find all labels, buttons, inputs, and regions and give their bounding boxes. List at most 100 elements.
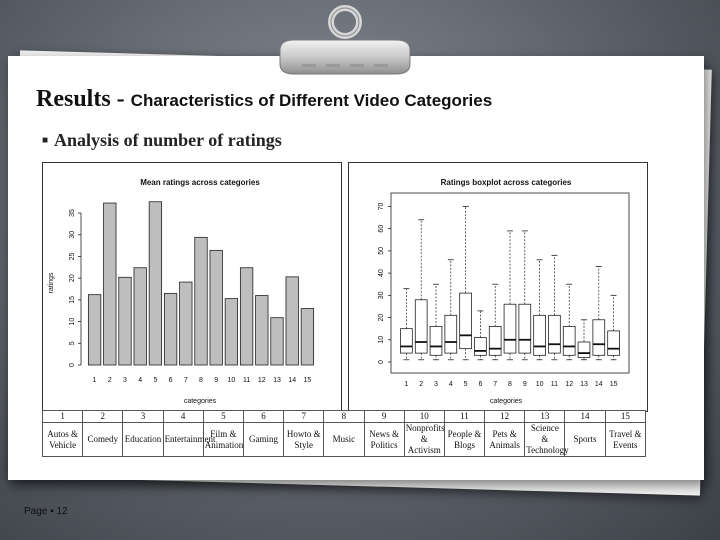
bar-1 xyxy=(87,294,102,366)
bar-x-tick-label: 13 xyxy=(273,377,281,384)
category-name-cell: Education xyxy=(122,422,164,457)
category-name-cell: Film & Animation xyxy=(202,422,244,457)
bar-10 xyxy=(224,298,239,366)
box-x-tick-label: 10 xyxy=(536,381,544,388)
category-number-cell: 10 xyxy=(403,410,445,423)
bar-6 xyxy=(163,292,178,366)
box-y-tick-label: 70 xyxy=(378,202,385,210)
footer-page-label: Page xyxy=(24,506,48,517)
category-number-cell: 15 xyxy=(604,410,647,423)
bar-y-tick-label: 10 xyxy=(69,318,76,326)
bar-x-tick-label: 10 xyxy=(228,377,236,384)
bar-chart-panel: Mean ratings across categories ratings c… xyxy=(42,162,342,412)
box-14 xyxy=(592,319,606,356)
box-10 xyxy=(533,314,546,356)
category-legend-table: 1 2 3 4 5 6 7 8 9 10 11 12 13 14 15 Autos & Vehicle Come… xyxy=(41,410,647,457)
category-name-cell: Science & Technology xyxy=(524,422,569,457)
box-5 xyxy=(459,292,472,350)
category-number-cell: 14 xyxy=(564,410,606,423)
category-number-cell: 5 xyxy=(202,410,244,423)
bar-x-tick-label: 4 xyxy=(138,377,142,384)
category-number-cell: 4 xyxy=(162,410,204,423)
box-x-tick-label: 15 xyxy=(610,381,618,388)
box-15 xyxy=(607,330,620,356)
category-name-cell: Entertainment xyxy=(162,422,216,457)
page-footer: Page ▪ 12 xyxy=(24,506,68,517)
bar-8 xyxy=(194,236,208,366)
bullet-item: ■ Analysis of number of ratings xyxy=(42,130,282,151)
box-x-tick-label: 9 xyxy=(523,381,527,388)
slide-title-subtitle: Characteristics of Different Video Categ… xyxy=(130,91,493,110)
box-x-tick-label: 4 xyxy=(449,381,453,388)
box-y-tick-label: 40 xyxy=(378,269,385,277)
bar-x-tick-label: 8 xyxy=(199,377,203,384)
category-number-cell: 6 xyxy=(242,410,285,423)
category-number-cell: 13 xyxy=(524,410,566,423)
footer-page-number: 12 xyxy=(56,506,68,517)
category-name-cell: Sports xyxy=(564,422,606,457)
category-number-cell: 1 xyxy=(41,410,84,423)
boxplot-chart-title: Ratings boxplot across categories xyxy=(441,178,572,187)
bar-12 xyxy=(255,295,269,366)
bar-y-tick-label: 15 xyxy=(69,296,76,304)
box-x-tick-label: 5 xyxy=(464,381,468,388)
bar-x-tick-label: 14 xyxy=(288,377,296,384)
category-number-cell: 7 xyxy=(283,410,325,423)
category-name-cell: Nonprofits & Activism xyxy=(403,422,445,457)
bar-y-tick-label: 20 xyxy=(69,274,76,282)
slide-title-main: Results - xyxy=(36,86,125,112)
boxplot-chart-xlabel: categories xyxy=(490,398,523,405)
category-number-cell: 8 xyxy=(323,410,365,423)
category-number-cell: 11 xyxy=(443,410,486,423)
box-11 xyxy=(548,314,561,354)
box-y-tick-label: 50 xyxy=(378,247,385,255)
category-name-cell: Gaming xyxy=(242,422,285,457)
box-y-tick-label: 20 xyxy=(378,314,385,322)
box-x-tick-label: 3 xyxy=(434,381,438,388)
box-y-tick-label: 0 xyxy=(378,360,385,364)
category-name-cell: People & Blogs xyxy=(443,422,486,457)
bullet-square-icon: ■ xyxy=(42,135,49,146)
bar-y-tick-label: 0 xyxy=(69,363,76,367)
box-6 xyxy=(474,337,487,356)
slide-title: Results - Characteristics of Different V… xyxy=(36,86,492,113)
box-12 xyxy=(562,326,576,356)
box-x-tick-label: 8 xyxy=(508,381,512,388)
box-13 xyxy=(577,341,591,358)
bar-y-tick-label: 25 xyxy=(69,252,76,260)
bar-chart-ylabel: ratings xyxy=(48,272,55,294)
bar-y-tick-label: 5 xyxy=(69,341,76,345)
box-x-tick-label: 7 xyxy=(493,381,497,388)
bar-3 xyxy=(118,276,132,366)
bar-y-tick-label: 35 xyxy=(69,209,76,217)
box-x-tick-label: 12 xyxy=(565,381,573,388)
bar-x-tick-label: 6 xyxy=(169,377,173,384)
bar-11 xyxy=(239,267,254,366)
bar-5 xyxy=(148,201,163,366)
bar-x-tick-label: 9 xyxy=(214,377,218,384)
box-y-tick-label: 30 xyxy=(378,291,385,299)
box-x-tick-label: 11 xyxy=(551,381,558,388)
box-x-tick-label: 2 xyxy=(419,381,423,388)
box-x-tick-label: 1 xyxy=(404,381,408,388)
category-name-cell: Music xyxy=(323,422,365,457)
bar-x-tick-label: 1 xyxy=(93,377,97,384)
bar-7 xyxy=(179,281,193,366)
category-number-row: 1 2 3 4 5 6 7 8 9 10 11 12 13 14 15 xyxy=(41,410,647,423)
bar-x-tick-label: 11 xyxy=(243,377,250,384)
category-number-cell: 12 xyxy=(484,410,526,423)
box-4 xyxy=(444,314,458,354)
bar-chart-xlabel: categories xyxy=(184,398,217,405)
bar-x-tick-label: 15 xyxy=(304,377,312,384)
category-number-cell: 3 xyxy=(122,410,164,423)
bar-x-tick-label: 12 xyxy=(258,377,266,384)
bullet-text: Analysis of number of ratings xyxy=(54,130,282,150)
category-name-cell: Travel & Events xyxy=(604,422,647,457)
bar-y-tick-label: 30 xyxy=(69,231,76,239)
boxplot-chart: Ratings boxplot across categories catego… xyxy=(378,178,630,405)
category-name-row: Autos & Vehicle Comedy Education Entertainme… xyxy=(41,422,647,457)
box-x-tick-label: 14 xyxy=(595,381,603,388)
boxplot-chart-panel: Ratings boxplot across categories catego… xyxy=(348,162,648,412)
category-number-cell: 2 xyxy=(82,410,124,423)
boxplot-frame xyxy=(390,192,630,374)
